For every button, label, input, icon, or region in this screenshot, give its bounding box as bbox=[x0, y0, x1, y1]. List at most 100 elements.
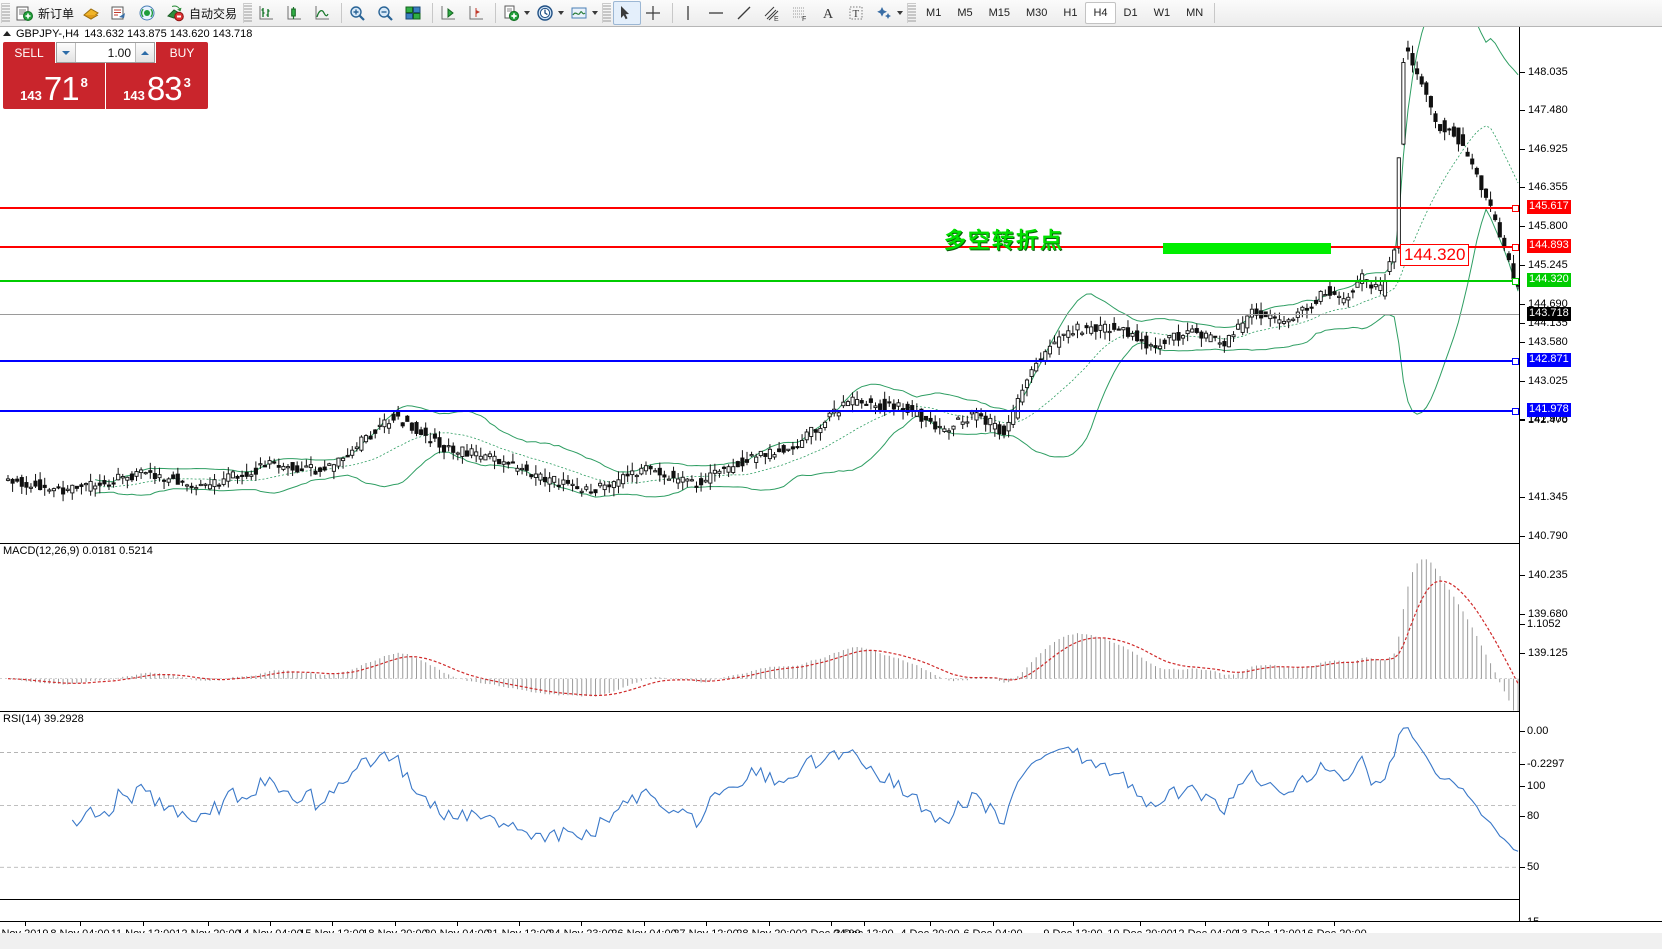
data-window-button[interactable] bbox=[107, 1, 135, 25]
new-order-button[interactable]: 新订单 bbox=[12, 1, 79, 25]
time-tick bbox=[993, 922, 994, 926]
equidistant-channel-button[interactable]: E bbox=[760, 1, 788, 25]
price-tick-label: 143.025 bbox=[1528, 375, 1568, 387]
text-label-button[interactable]: A bbox=[816, 1, 844, 25]
axis-tick bbox=[1520, 653, 1525, 654]
timeframe-mn[interactable]: MN bbox=[1186, 7, 1204, 19]
chart-shift-button[interactable] bbox=[464, 1, 492, 25]
timeframe-h1[interactable]: H1 bbox=[1063, 7, 1078, 19]
time-tick bbox=[1140, 922, 1141, 926]
sell-price-fraction: 8 bbox=[80, 75, 88, 90]
axis-tick bbox=[1520, 816, 1525, 817]
price-tick-label: 147.480 bbox=[1528, 104, 1568, 116]
zoom-in-icon bbox=[348, 4, 366, 22]
period-button[interactable] bbox=[533, 1, 567, 25]
zoom-out-button[interactable] bbox=[373, 1, 401, 25]
text-button[interactable]: T bbox=[844, 1, 872, 25]
timeframe-m15[interactable]: M15 bbox=[988, 7, 1010, 19]
chinese-annotation[interactable]: 多空转折点 bbox=[944, 229, 1065, 254]
pivot-zone-rectangle[interactable] bbox=[1163, 243, 1331, 254]
axis-tick bbox=[1520, 342, 1525, 343]
toolbar-grip-2[interactable] bbox=[243, 3, 253, 23]
pivot-price-flag[interactable]: 144.320 bbox=[1400, 244, 1470, 266]
volume-decrease-button[interactable] bbox=[57, 43, 76, 62]
time-tick bbox=[1073, 922, 1074, 926]
timeframe-group: M1 M5 M15 M30 H1 H4 D1 W1 MN bbox=[918, 2, 1211, 24]
price-axis[interactable]: 148.035 147.480 146.925 146.355 145.800 145.2… bbox=[1519, 27, 1662, 951]
cursor-button[interactable] bbox=[613, 1, 642, 25]
volume-stepper[interactable]: 1.00 bbox=[56, 42, 155, 63]
axis-tick bbox=[1520, 731, 1525, 732]
timeframe-m5[interactable]: M5 bbox=[957, 7, 973, 19]
axis-tick bbox=[1520, 536, 1525, 537]
toolbar-grip-3[interactable] bbox=[602, 3, 612, 23]
add-indicator-button[interactable] bbox=[499, 1, 533, 25]
buy-label[interactable]: BUY bbox=[156, 42, 208, 63]
symbol-name: GBPJPY-,H4 bbox=[16, 27, 80, 40]
crosshair-button[interactable] bbox=[641, 1, 669, 25]
toolbar-grip-4[interactable] bbox=[907, 3, 917, 23]
macd-pane[interactable]: MACD(12,26,9) 0.0181 0.5214 bbox=[0, 544, 1519, 712]
trendline-icon bbox=[735, 4, 753, 22]
status-bar bbox=[0, 933, 1662, 949]
one-click-trading-panel[interactable]: SELL 1.00 BUY 143 71 8 bbox=[3, 42, 208, 109]
expert-advisor-button[interactable] bbox=[79, 1, 107, 25]
collapse-icon[interactable] bbox=[3, 31, 11, 36]
add-indicator-caret-icon[interactable] bbox=[524, 11, 531, 15]
templates-caret-icon[interactable] bbox=[592, 11, 599, 15]
fibonacci-button[interactable]: F bbox=[788, 1, 816, 25]
chart-area[interactable]: MACD(12,26,9) 0.0181 0.5214 RSI(14) 39.2… bbox=[0, 27, 1662, 951]
axis-tick bbox=[1520, 381, 1525, 382]
svg-text:F: F bbox=[802, 16, 806, 22]
axis-tick bbox=[1520, 419, 1525, 420]
timeframe-h4[interactable]: H4 bbox=[1085, 2, 1116, 24]
rsi-pane[interactable]: RSI(14) 39.2928 bbox=[0, 712, 1519, 900]
volume-increase-button[interactable] bbox=[135, 43, 154, 62]
toolbar-separator-4 bbox=[672, 3, 674, 23]
candlestick-chart-icon bbox=[285, 4, 303, 22]
period-caret-icon[interactable] bbox=[558, 11, 565, 15]
shapes-caret-icon[interactable] bbox=[897, 11, 904, 15]
symbol-ohlc: 143.632 143.875 143.620 143.718 bbox=[84, 27, 253, 40]
axis-tick bbox=[1520, 265, 1525, 266]
data-window-icon bbox=[110, 4, 128, 22]
signals-button[interactable] bbox=[135, 1, 163, 25]
toolbar-grip[interactable] bbox=[1, 3, 10, 23]
price-tick-label: 145.245 bbox=[1528, 259, 1568, 271]
price-tick-label: 142.470 bbox=[1528, 414, 1568, 426]
timeframe-w1[interactable]: W1 bbox=[1153, 7, 1171, 19]
crosshair-icon bbox=[644, 4, 662, 22]
price-tick-label: 139.680 bbox=[1528, 608, 1568, 620]
buy-button[interactable]: 143 83 3 bbox=[106, 63, 208, 109]
signals-icon bbox=[138, 4, 156, 22]
timeframe-m30[interactable]: M30 bbox=[1026, 7, 1048, 19]
sell-label[interactable]: SELL bbox=[3, 42, 55, 63]
trendline-button[interactable] bbox=[732, 1, 760, 25]
line-chart-button[interactable] bbox=[310, 1, 338, 25]
timeframe-m1[interactable]: M1 bbox=[926, 7, 942, 19]
auto-scroll-icon bbox=[439, 4, 457, 22]
vertical-line-button[interactable] bbox=[676, 1, 704, 25]
expert-advisor-icon bbox=[82, 4, 100, 22]
autotrading-button[interactable]: 自动交易 bbox=[163, 1, 242, 25]
sell-button[interactable]: 143 71 8 bbox=[3, 63, 106, 109]
horizontal-line-button[interactable] bbox=[704, 1, 732, 25]
volume-input[interactable]: 1.00 bbox=[76, 43, 135, 62]
buy-price-main: 83 bbox=[146, 70, 183, 107]
time-tick bbox=[1334, 922, 1335, 926]
templates-button[interactable] bbox=[567, 1, 601, 25]
zoom-in-button[interactable] bbox=[345, 1, 373, 25]
axis-tick bbox=[1520, 149, 1525, 150]
candlestick-chart-button[interactable] bbox=[282, 1, 310, 25]
bar-chart-button[interactable] bbox=[254, 1, 282, 25]
auto-scroll-button[interactable] bbox=[436, 1, 464, 25]
macd-tick-label: 0.00 bbox=[1527, 725, 1549, 737]
main-toolbar: 新订单 bbox=[0, 0, 1662, 27]
tile-windows-button[interactable] bbox=[401, 1, 429, 25]
time-tick bbox=[395, 922, 396, 926]
timeframe-d1[interactable]: D1 bbox=[1123, 7, 1138, 19]
price-pane[interactable] bbox=[0, 27, 1519, 544]
equidistant-channel-icon: E bbox=[763, 4, 781, 22]
shapes-button[interactable] bbox=[872, 1, 906, 25]
